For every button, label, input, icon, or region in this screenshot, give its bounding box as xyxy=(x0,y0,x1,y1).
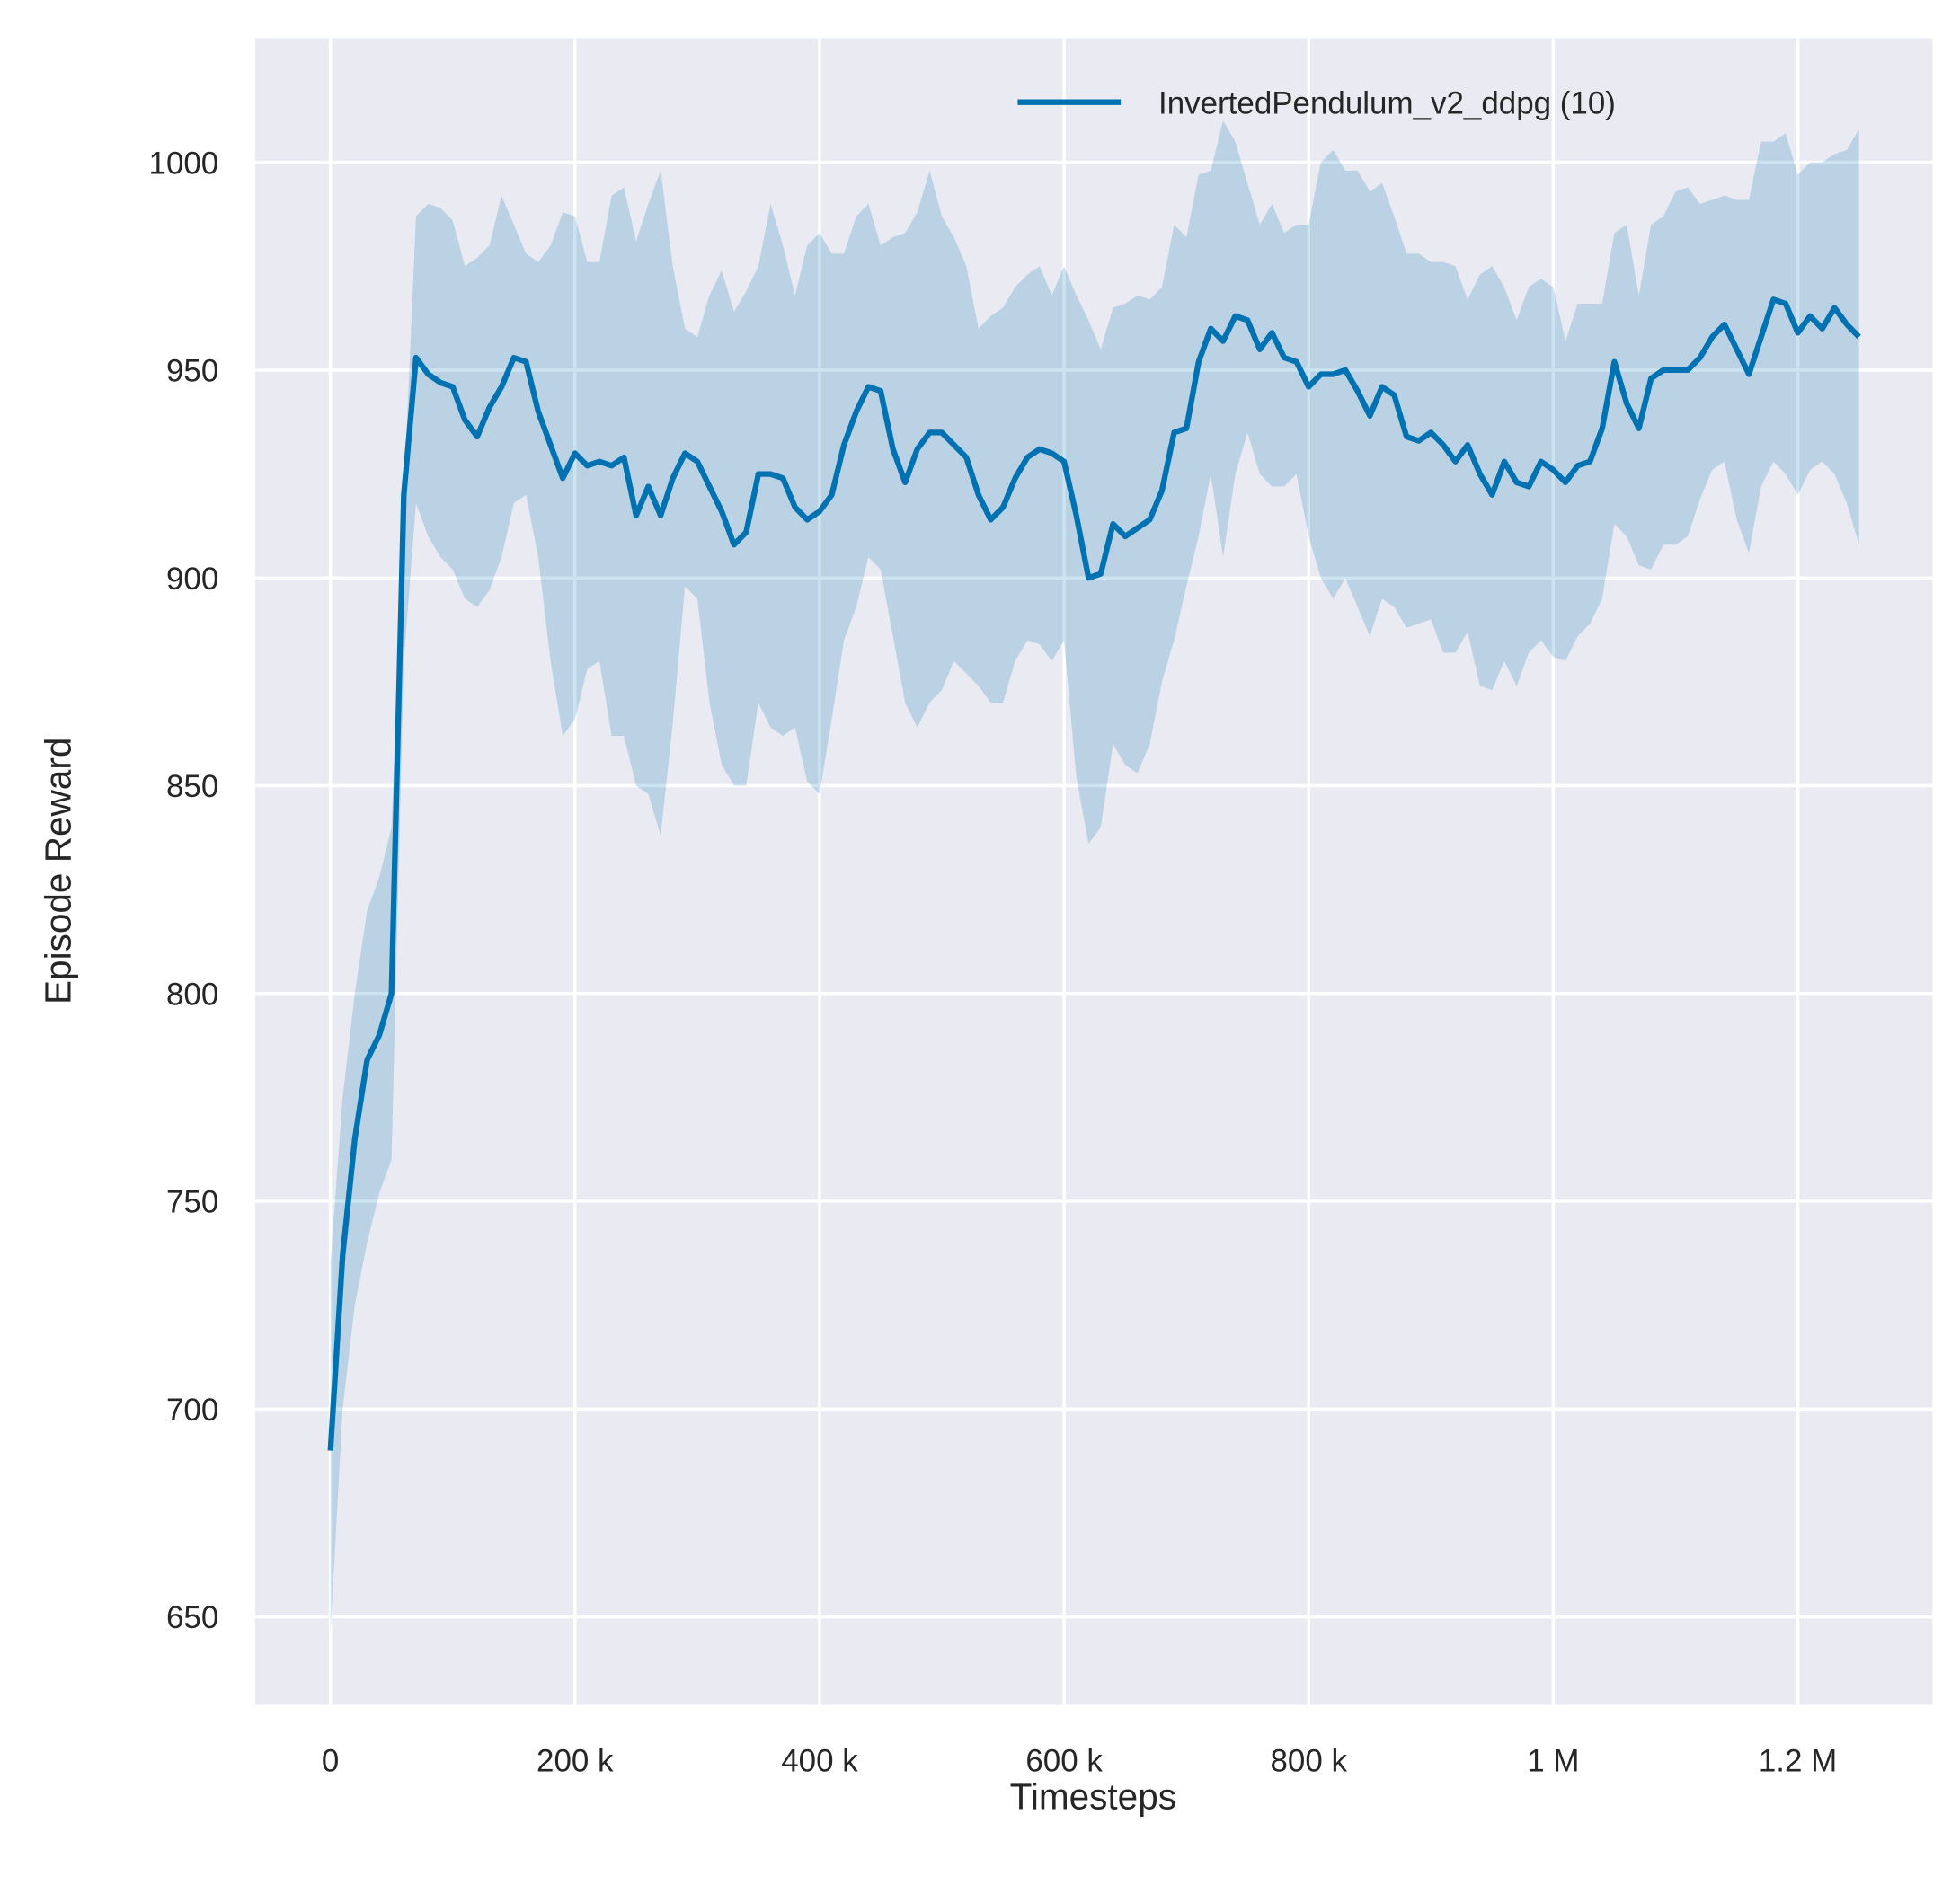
x-tick-labels: 0 200 k 400 k 600 k 800 k 1 M 1.2 M xyxy=(322,1744,1837,1779)
y-tick-label: 950 xyxy=(166,354,218,389)
y-tick-label: 800 xyxy=(166,977,218,1012)
x-tick-label: 1 M xyxy=(1527,1744,1579,1779)
x-tick-label: 0 xyxy=(322,1744,339,1779)
x-tick-label: 600 k xyxy=(1025,1744,1103,1779)
y-tick-label: 900 xyxy=(166,562,218,597)
y-tick-label: 850 xyxy=(166,769,218,804)
y-axis-label: Episode Reward xyxy=(37,738,78,1004)
x-axis-label: Timesteps xyxy=(1010,1776,1176,1818)
grid-lines xyxy=(254,38,1933,1705)
legend-label: InvertedPendulum_v2_ddpg (10) xyxy=(1158,85,1616,120)
x-tick-label: 1.2 M xyxy=(1759,1744,1837,1779)
x-tick-label: 400 k xyxy=(781,1744,858,1779)
legend: InvertedPendulum_v2_ddpg (10) xyxy=(1017,85,1616,120)
plot-background xyxy=(254,38,1933,1705)
x-tick-label: 200 k xyxy=(537,1744,614,1779)
y-tick-label: 750 xyxy=(166,1185,218,1220)
y-tick-label: 650 xyxy=(166,1600,218,1635)
y-tick-labels: 650 700 750 800 850 900 950 1000 xyxy=(149,146,219,1635)
mean-line xyxy=(327,296,1861,1451)
y-tick-label: 700 xyxy=(166,1393,218,1428)
x-tick-label: 800 k xyxy=(1271,1744,1348,1779)
y-tick-label: 1000 xyxy=(149,146,219,181)
